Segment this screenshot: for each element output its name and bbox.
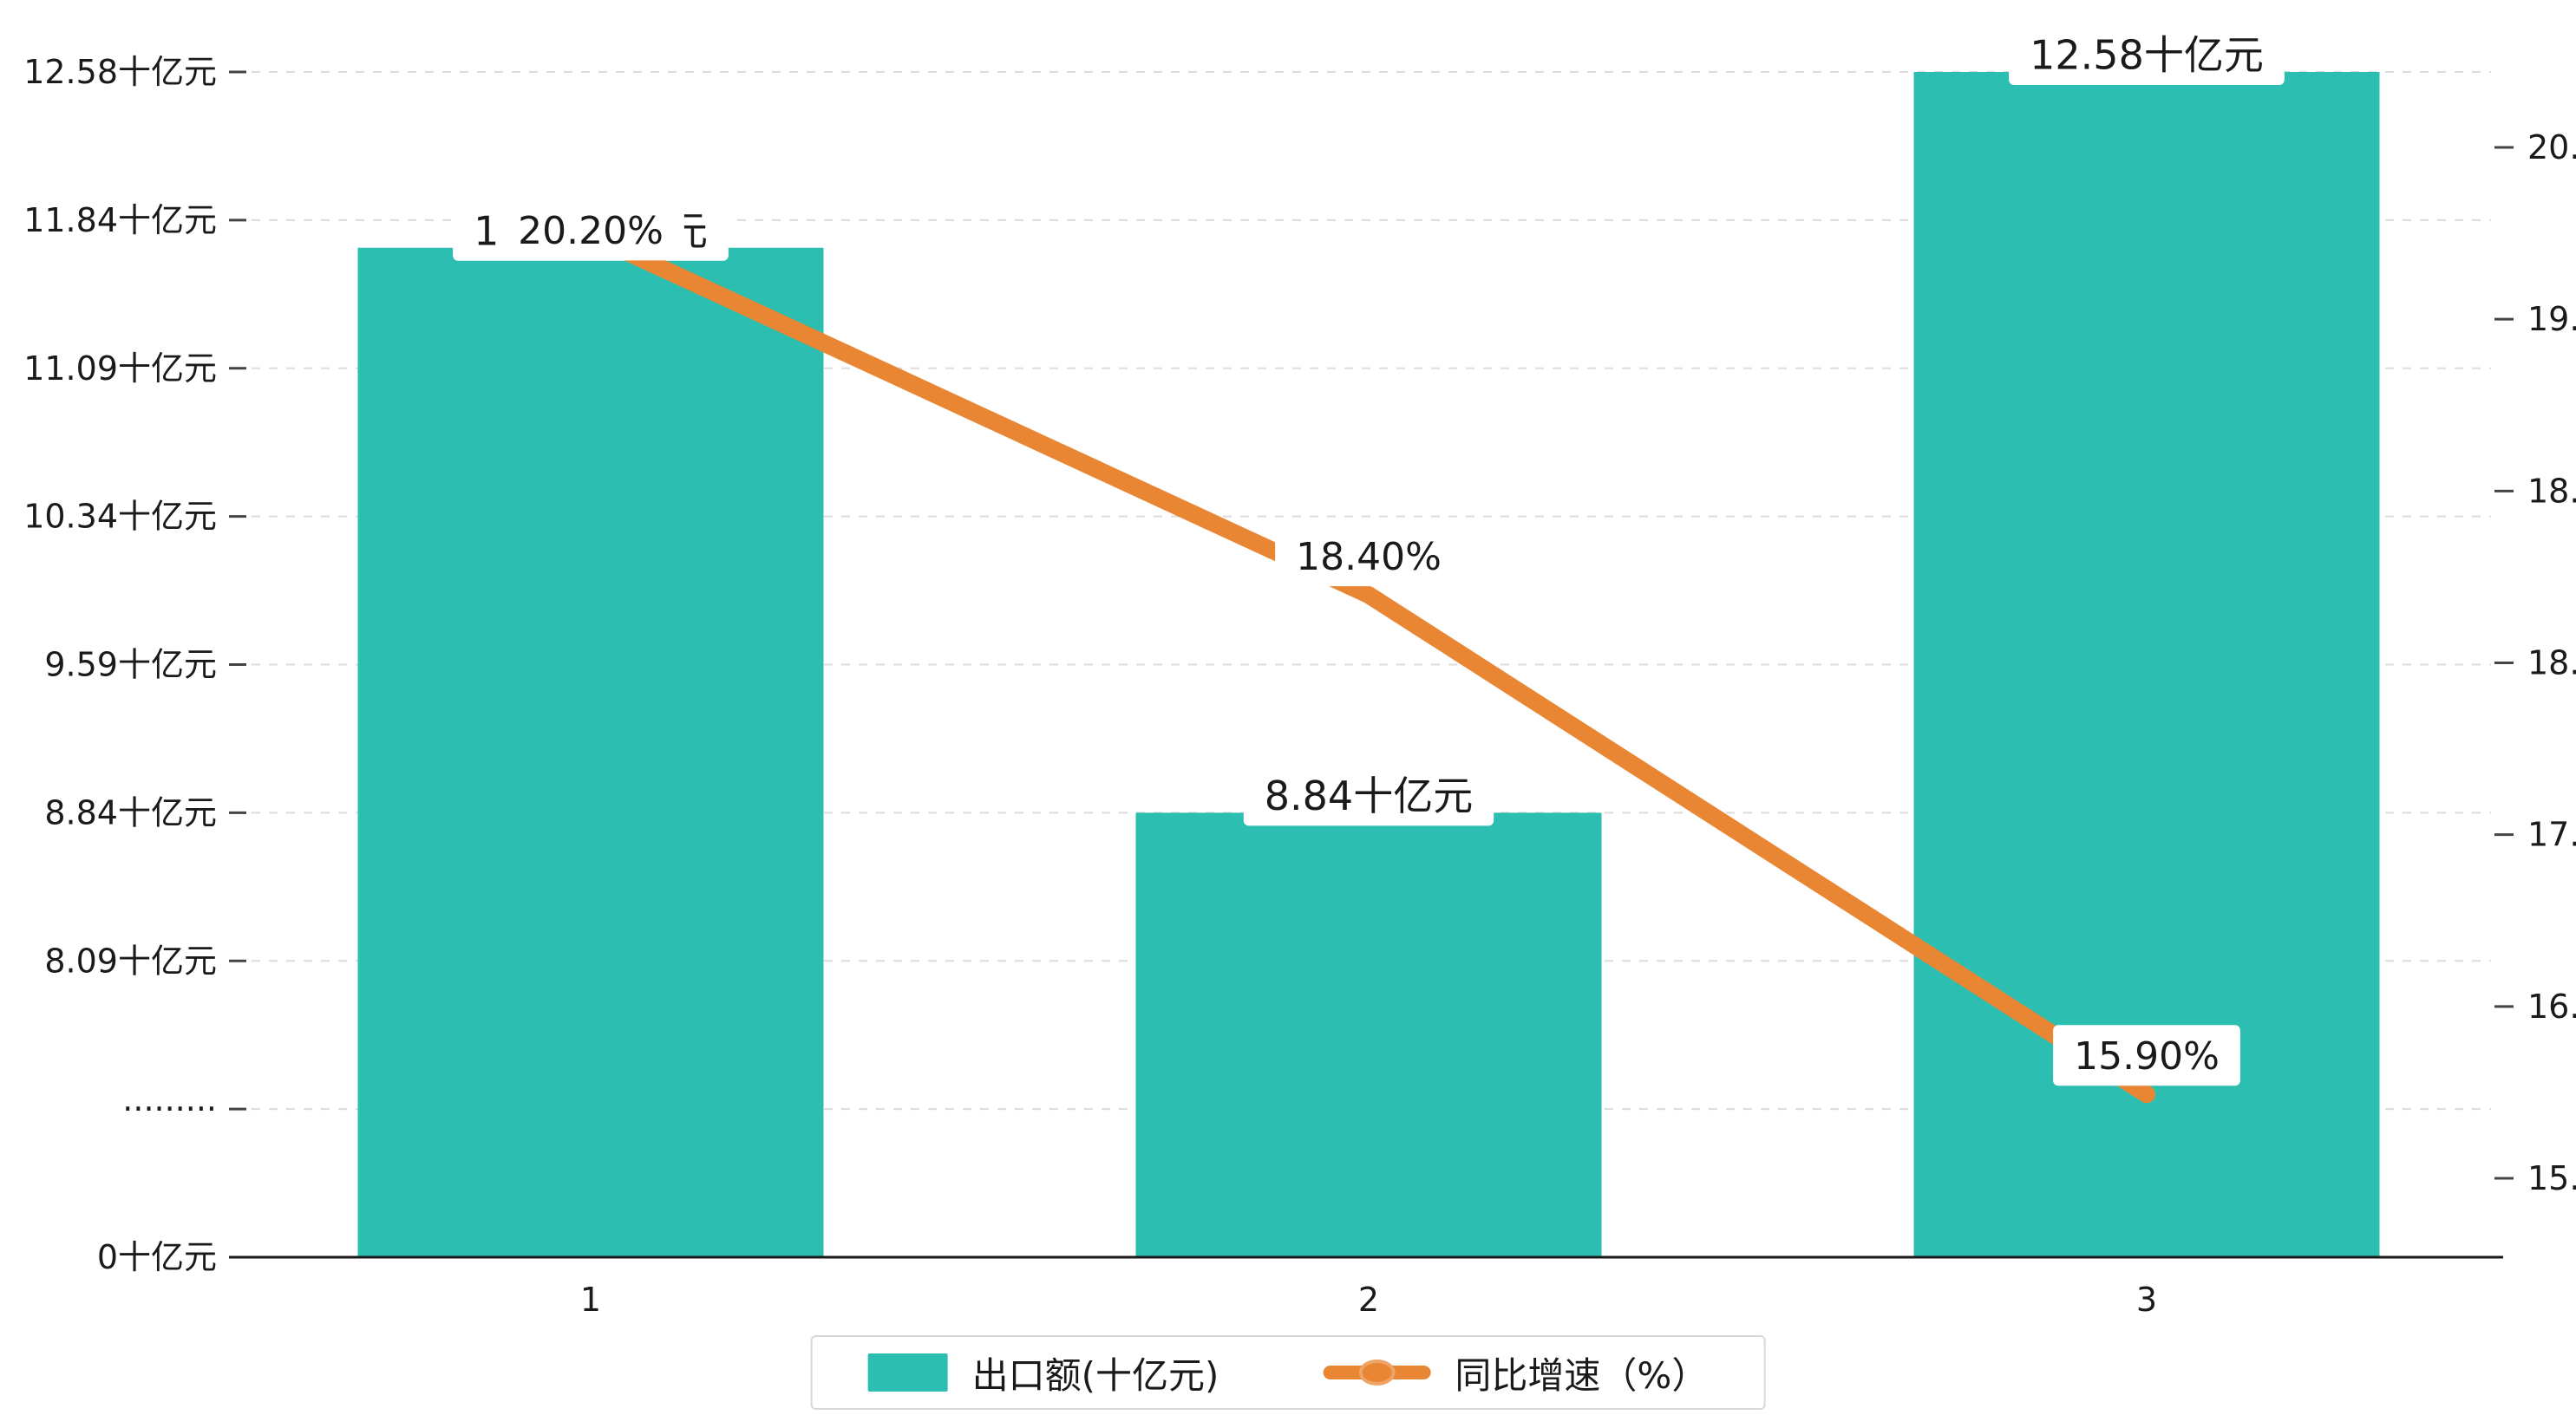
bar-value-label: 12.58十亿元 <box>2030 32 2264 79</box>
legend-item-line[interactable]: 同比增速（%） <box>1323 1347 1708 1399</box>
bar-value-label-box <box>1243 765 1494 826</box>
right-axis-tick-label: 20.64 <box>2527 128 2576 166</box>
growth-line[interactable] <box>582 226 2155 1104</box>
bar-series-swatch <box>867 1353 948 1392</box>
right-axis-tick-label: 15.48 <box>2527 1159 2576 1197</box>
right-axis-tick-label: 18.92 <box>2527 472 2576 510</box>
left-axis-tick-label: 9.59十亿元 <box>44 646 217 684</box>
left-axis-tick-label: 8.09十亿元 <box>44 942 217 980</box>
bar[interactable] <box>1135 812 1602 1257</box>
line-point-label-box <box>497 199 684 261</box>
line-point-label: 20.20% <box>518 209 664 253</box>
line-point-label: 15.90% <box>2074 1034 2220 1079</box>
right-axis-tick-label: 17.20 <box>2527 816 2576 854</box>
bar[interactable] <box>357 247 824 1257</box>
legend-item-bar[interactable]: 出口额(十亿元) <box>867 1347 1219 1399</box>
left-axis-tick-label: 10.34十亿元 <box>23 498 217 536</box>
left-axis-tick-label: ········· <box>122 1090 217 1128</box>
line-series-swatch <box>1323 1360 1431 1386</box>
left-axis-tick-label: 11.84十亿元 <box>23 201 217 239</box>
left-axis-tick-label: 11.09十亿元 <box>23 349 217 388</box>
line-point-label: 18.40% <box>1296 535 1442 579</box>
x-axis-tick-label: 3 <box>2136 1281 2157 1319</box>
x-axis-tick-label: 2 <box>1358 1281 1379 1319</box>
legend: 出口额(十亿元) 同比增速（%） <box>810 1335 1766 1410</box>
left-axis-tick-label: 8.84十亿元 <box>44 793 217 831</box>
bar-value-label-box <box>2009 24 2285 85</box>
bar-value-label: 8.84十亿元 <box>1265 773 1473 819</box>
line-series-label: 同比增速（%） <box>1455 1353 1709 1397</box>
left-axis-tick-label: 12.58十亿元 <box>23 53 217 91</box>
right-axis-tick-label: 19.78 <box>2527 300 2576 338</box>
right-axis-tick-label: 18.06 <box>2527 644 2576 682</box>
x-axis-tick-label: 1 <box>580 1281 601 1319</box>
bar-series-label: 出口额(十亿元) <box>971 1353 1219 1397</box>
right-axis-tick-label: 16.34 <box>2527 988 2576 1026</box>
left-axis-tick-label: 0十亿元 <box>97 1238 217 1276</box>
line-point-label-box <box>1275 525 1462 587</box>
line-point-label-box <box>2053 1025 2240 1086</box>
line-marker-dot <box>1358 1360 1396 1386</box>
